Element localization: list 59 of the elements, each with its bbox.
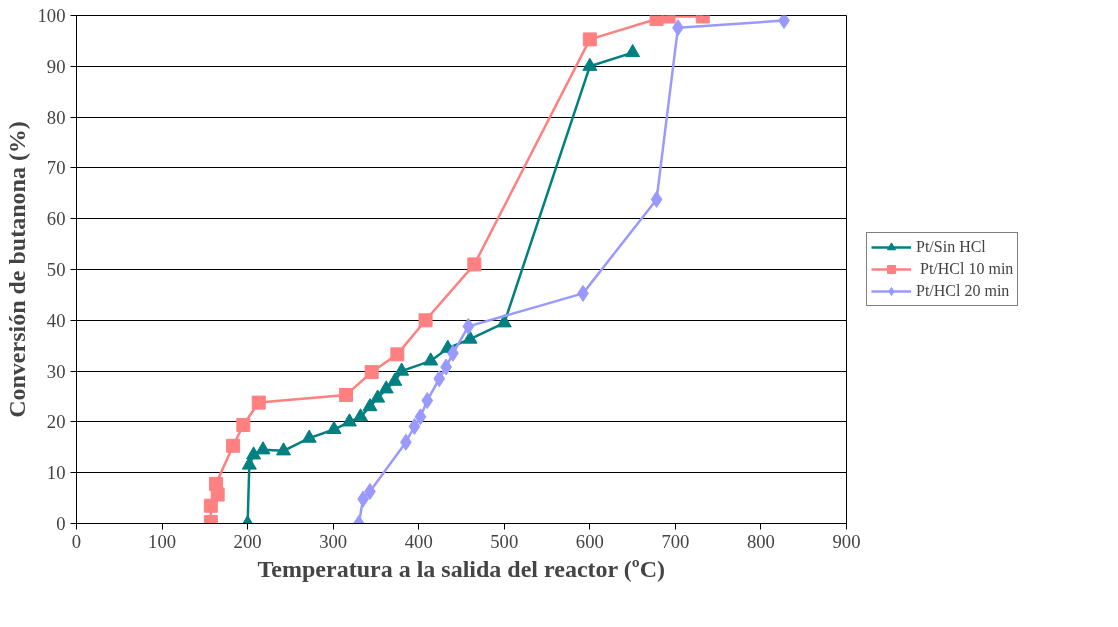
point	[462, 317, 475, 335]
point	[394, 362, 410, 376]
point	[246, 446, 262, 460]
y-tick-label: 100	[37, 5, 66, 26]
x-tick-label: 800	[746, 530, 775, 552]
x-tick-label: 300	[319, 530, 348, 552]
y-tick-label: 70	[46, 157, 66, 179]
legend-label: Pt/HCl 20 min	[916, 282, 1010, 300]
point	[276, 442, 292, 456]
x-tick-label: 0	[71, 530, 82, 552]
point	[650, 190, 663, 208]
point	[364, 483, 376, 500]
x-tick-label: 100	[148, 530, 177, 552]
point	[418, 313, 433, 328]
x-tick-label: 200	[233, 530, 262, 552]
legend-label: Pt/HCl 10 min	[919, 260, 1014, 278]
point	[341, 413, 357, 427]
x-tick-label: 900	[832, 530, 861, 552]
x-tick-label: 700	[661, 530, 690, 552]
y-tick-label: 40	[46, 309, 66, 331]
point	[390, 347, 405, 362]
y-tick-label: 90	[46, 55, 66, 77]
point	[414, 408, 427, 426]
point	[387, 372, 403, 386]
y-tick-label: 50	[46, 259, 66, 280]
y-tick-label: 80	[46, 106, 66, 128]
point	[421, 392, 434, 410]
point	[326, 420, 342, 435]
point	[255, 441, 271, 455]
point	[378, 380, 394, 394]
y-tick-label: 60	[46, 208, 66, 230]
point	[208, 476, 223, 491]
point	[339, 387, 353, 402]
x-tick-label: 400	[404, 530, 433, 552]
point	[408, 417, 421, 435]
x-axis-title: Temperatura a la salida del reactor (ºC)	[257, 555, 666, 582]
point	[582, 32, 597, 47]
point	[467, 257, 482, 272]
point	[236, 417, 251, 432]
x-tick-label: 500	[490, 530, 519, 552]
y-tick-label: 20	[46, 411, 66, 433]
point	[370, 389, 386, 403]
y-axis-title: Conversión de butanona (%)	[3, 121, 30, 418]
x-tick-label: 600	[575, 530, 604, 552]
point	[362, 398, 378, 412]
point	[462, 330, 478, 344]
point	[423, 352, 439, 366]
point	[433, 370, 446, 388]
point	[353, 408, 369, 422]
point	[251, 395, 266, 410]
y-tick-label: 0	[56, 513, 66, 534]
point	[496, 314, 512, 328]
y-tick-label: 30	[46, 360, 66, 382]
legend-label: Pt/Sin HCl	[916, 238, 986, 256]
y-tick-label: 10	[46, 462, 66, 484]
point	[778, 15, 790, 30]
point	[226, 438, 241, 453]
point	[364, 365, 379, 380]
point	[301, 429, 317, 443]
